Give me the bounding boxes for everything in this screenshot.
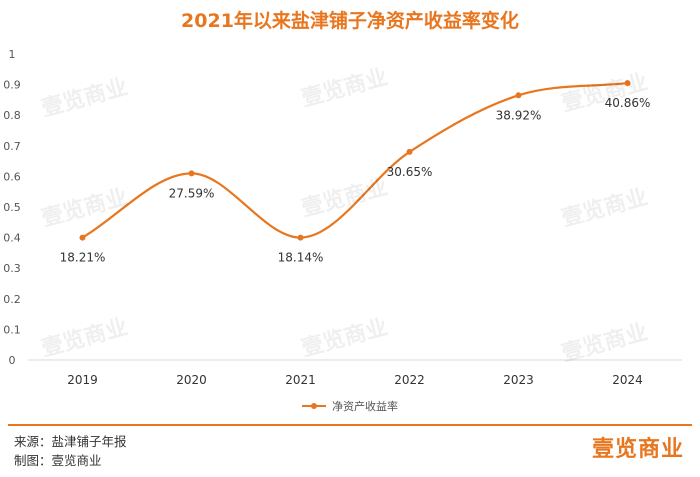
x-tick-label: 2022 — [394, 373, 425, 387]
data-label: 27.59% — [169, 186, 215, 200]
brand-logo: 壹览商业 — [591, 437, 684, 462]
y-tick-label: 0.6 — [3, 170, 21, 183]
x-tick-label: 2023 — [503, 373, 534, 387]
data-label: 40.86% — [605, 96, 651, 110]
data-point — [79, 234, 86, 241]
line-chart: 0 0.1 0.2 0.3 0.4 0.5 0.6 0.7 0.8 0.9 1 2019 2020 202… — [3, 48, 682, 387]
x-tick-label: 2024 — [612, 373, 643, 387]
y-tick-label: 0 — [9, 354, 16, 367]
y-tick-label: 0.1 — [3, 323, 21, 336]
data-point — [515, 92, 522, 99]
y-tick-label: 0.3 — [3, 262, 21, 275]
y-tick-label: 1 — [9, 48, 16, 61]
data-label: 18.14% — [278, 251, 324, 265]
legend: 净资产收益率 — [0, 398, 700, 414]
x-tick-label: 2021 — [285, 373, 316, 387]
y-tick-label: 0.9 — [3, 79, 21, 92]
x-tick-label: 2020 — [176, 373, 207, 387]
data-label: 18.21% — [60, 251, 106, 265]
y-tick-label: 0.4 — [3, 232, 21, 245]
x-tick-label: 2019 — [67, 373, 98, 387]
data-point — [188, 170, 195, 177]
series-line — [81, 81, 628, 239]
y-tick-label: 0.7 — [3, 140, 21, 153]
chart-title: 2021年以来盐津铺子净资产收益率变化 — [181, 10, 519, 32]
footer-divider — [8, 424, 692, 426]
data-point — [297, 234, 304, 241]
source-line: 来源：盐津铺子年报 — [14, 434, 127, 449]
source-block: 来源：盐津铺子年报 制图：壹览商业 — [14, 432, 127, 470]
data-label: 38.92% — [496, 108, 542, 122]
data-point — [624, 80, 631, 87]
y-tick-label: 0.5 — [3, 201, 21, 214]
credit-line: 制图：壹览商业 — [14, 453, 102, 468]
legend-marker — [302, 401, 326, 411]
data-label: 30.65% — [387, 165, 433, 179]
y-tick-label: 0.2 — [3, 293, 21, 306]
legend-label: 净资产收益率 — [332, 400, 398, 413]
y-tick-label: 0.8 — [3, 109, 21, 122]
data-point — [406, 148, 413, 155]
